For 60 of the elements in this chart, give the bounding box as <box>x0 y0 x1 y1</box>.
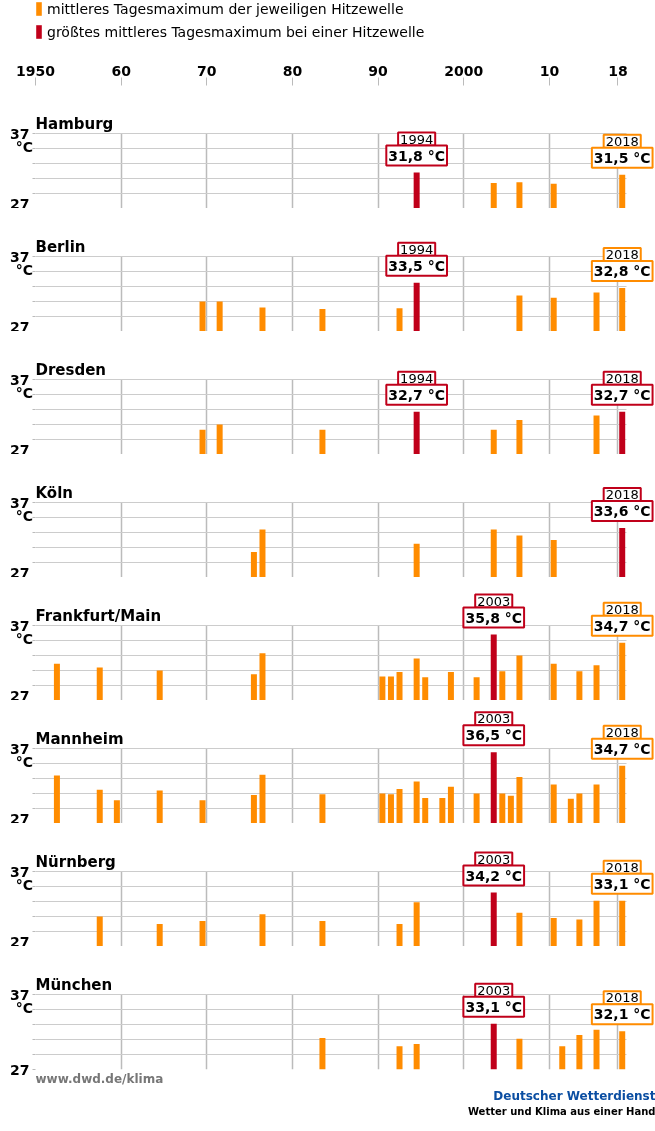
data-label: 2018 33,1 °C <box>593 859 651 892</box>
y-tick-label: 37 <box>10 740 30 757</box>
data-label: 2018 32,7 °C <box>593 370 651 403</box>
y-tick-label: 27 <box>10 1061 30 1078</box>
chart-title: Hamburg <box>35 114 114 133</box>
y-axis-title: °C <box>15 631 34 647</box>
data-label: 2003 34,2 °C <box>465 851 523 884</box>
y-axis-title: °C <box>15 1000 34 1016</box>
y-axis-title: °C <box>15 754 34 770</box>
y-axis-title: °C <box>15 139 34 155</box>
y-axis-title: °C <box>15 385 34 401</box>
x-tick-label: 80 <box>282 62 303 79</box>
y-tick-label: 37 <box>10 494 30 511</box>
y-tick-label: 37 <box>10 248 30 265</box>
chart-title: Frankfurt/Main <box>35 606 162 625</box>
x-tick-label: 2000 <box>444 62 484 79</box>
x-tick-label: 10 <box>539 62 560 79</box>
y-tick-label: 27 <box>10 318 30 335</box>
data-label: 2018 34,7 °C <box>593 601 651 634</box>
y-tick-label: 27 <box>10 810 30 827</box>
y-tick-label: 27 <box>10 441 30 458</box>
legend-label: mittleres Tagesmaximum der jeweiligen Hitzewelle <box>47 0 404 17</box>
data-label: 2018 32,8 °C <box>593 247 651 279</box>
y-tick-label: 27 <box>10 195 30 212</box>
x-tick-label: 90 <box>368 62 389 79</box>
y-tick-label: 27 <box>10 687 30 704</box>
data-label: 2018 32,1 °C <box>593 990 651 1023</box>
text: www.dwd.de/klima <box>35 1072 164 1086</box>
data-label: 2003 35,8 °C <box>465 593 523 626</box>
chart-title: Mannheim <box>35 729 124 748</box>
chart-title: Berlin <box>35 237 86 256</box>
x-tick-label: 60 <box>111 62 132 79</box>
y-axis-title: °C <box>15 262 34 278</box>
data-label: 2018 31,5 °C <box>593 133 651 166</box>
x-tick-label: 18 <box>608 62 628 79</box>
y-tick-label: 27 <box>10 933 30 950</box>
chart-title: Nürnberg <box>35 852 116 871</box>
data-label: 1994 31,8 °C <box>388 131 446 164</box>
data-label: 2018 34,7 °C <box>593 724 651 757</box>
chart-title: Dresden <box>35 360 107 379</box>
y-tick-label: 37 <box>10 617 30 634</box>
y-tick-label: 37 <box>10 125 30 142</box>
y-tick-label: 37 <box>10 863 30 880</box>
chart-title: München <box>35 975 113 994</box>
y-tick-label: 27 <box>10 564 30 581</box>
y-tick-label: 37 <box>10 371 30 388</box>
x-tick-label: 70 <box>197 62 217 79</box>
y-axis-title: °C <box>15 508 34 524</box>
data-label: 2003 33,1 °C <box>465 982 523 1015</box>
data-label: 1994 33,5 °C <box>388 241 446 274</box>
data-label: 1994 32,7 °C <box>388 370 446 403</box>
legend-label: größtes mittleres Tagesmaximum bei einer Hitzewelle <box>47 23 425 40</box>
data-label: 2003 36,5 °C <box>465 711 523 744</box>
x-tick-label: 1950 <box>16 62 56 79</box>
data-label: 2018 33,6 °C <box>593 487 651 519</box>
y-tick-label: 37 <box>10 986 30 1003</box>
y-axis-title: °C <box>15 877 34 893</box>
text: Deutscher Wetterdienst <box>493 1089 655 1103</box>
text: Wetter und Klima aus einer Hand <box>467 1106 655 1117</box>
chart-title: Köln <box>35 483 73 502</box>
